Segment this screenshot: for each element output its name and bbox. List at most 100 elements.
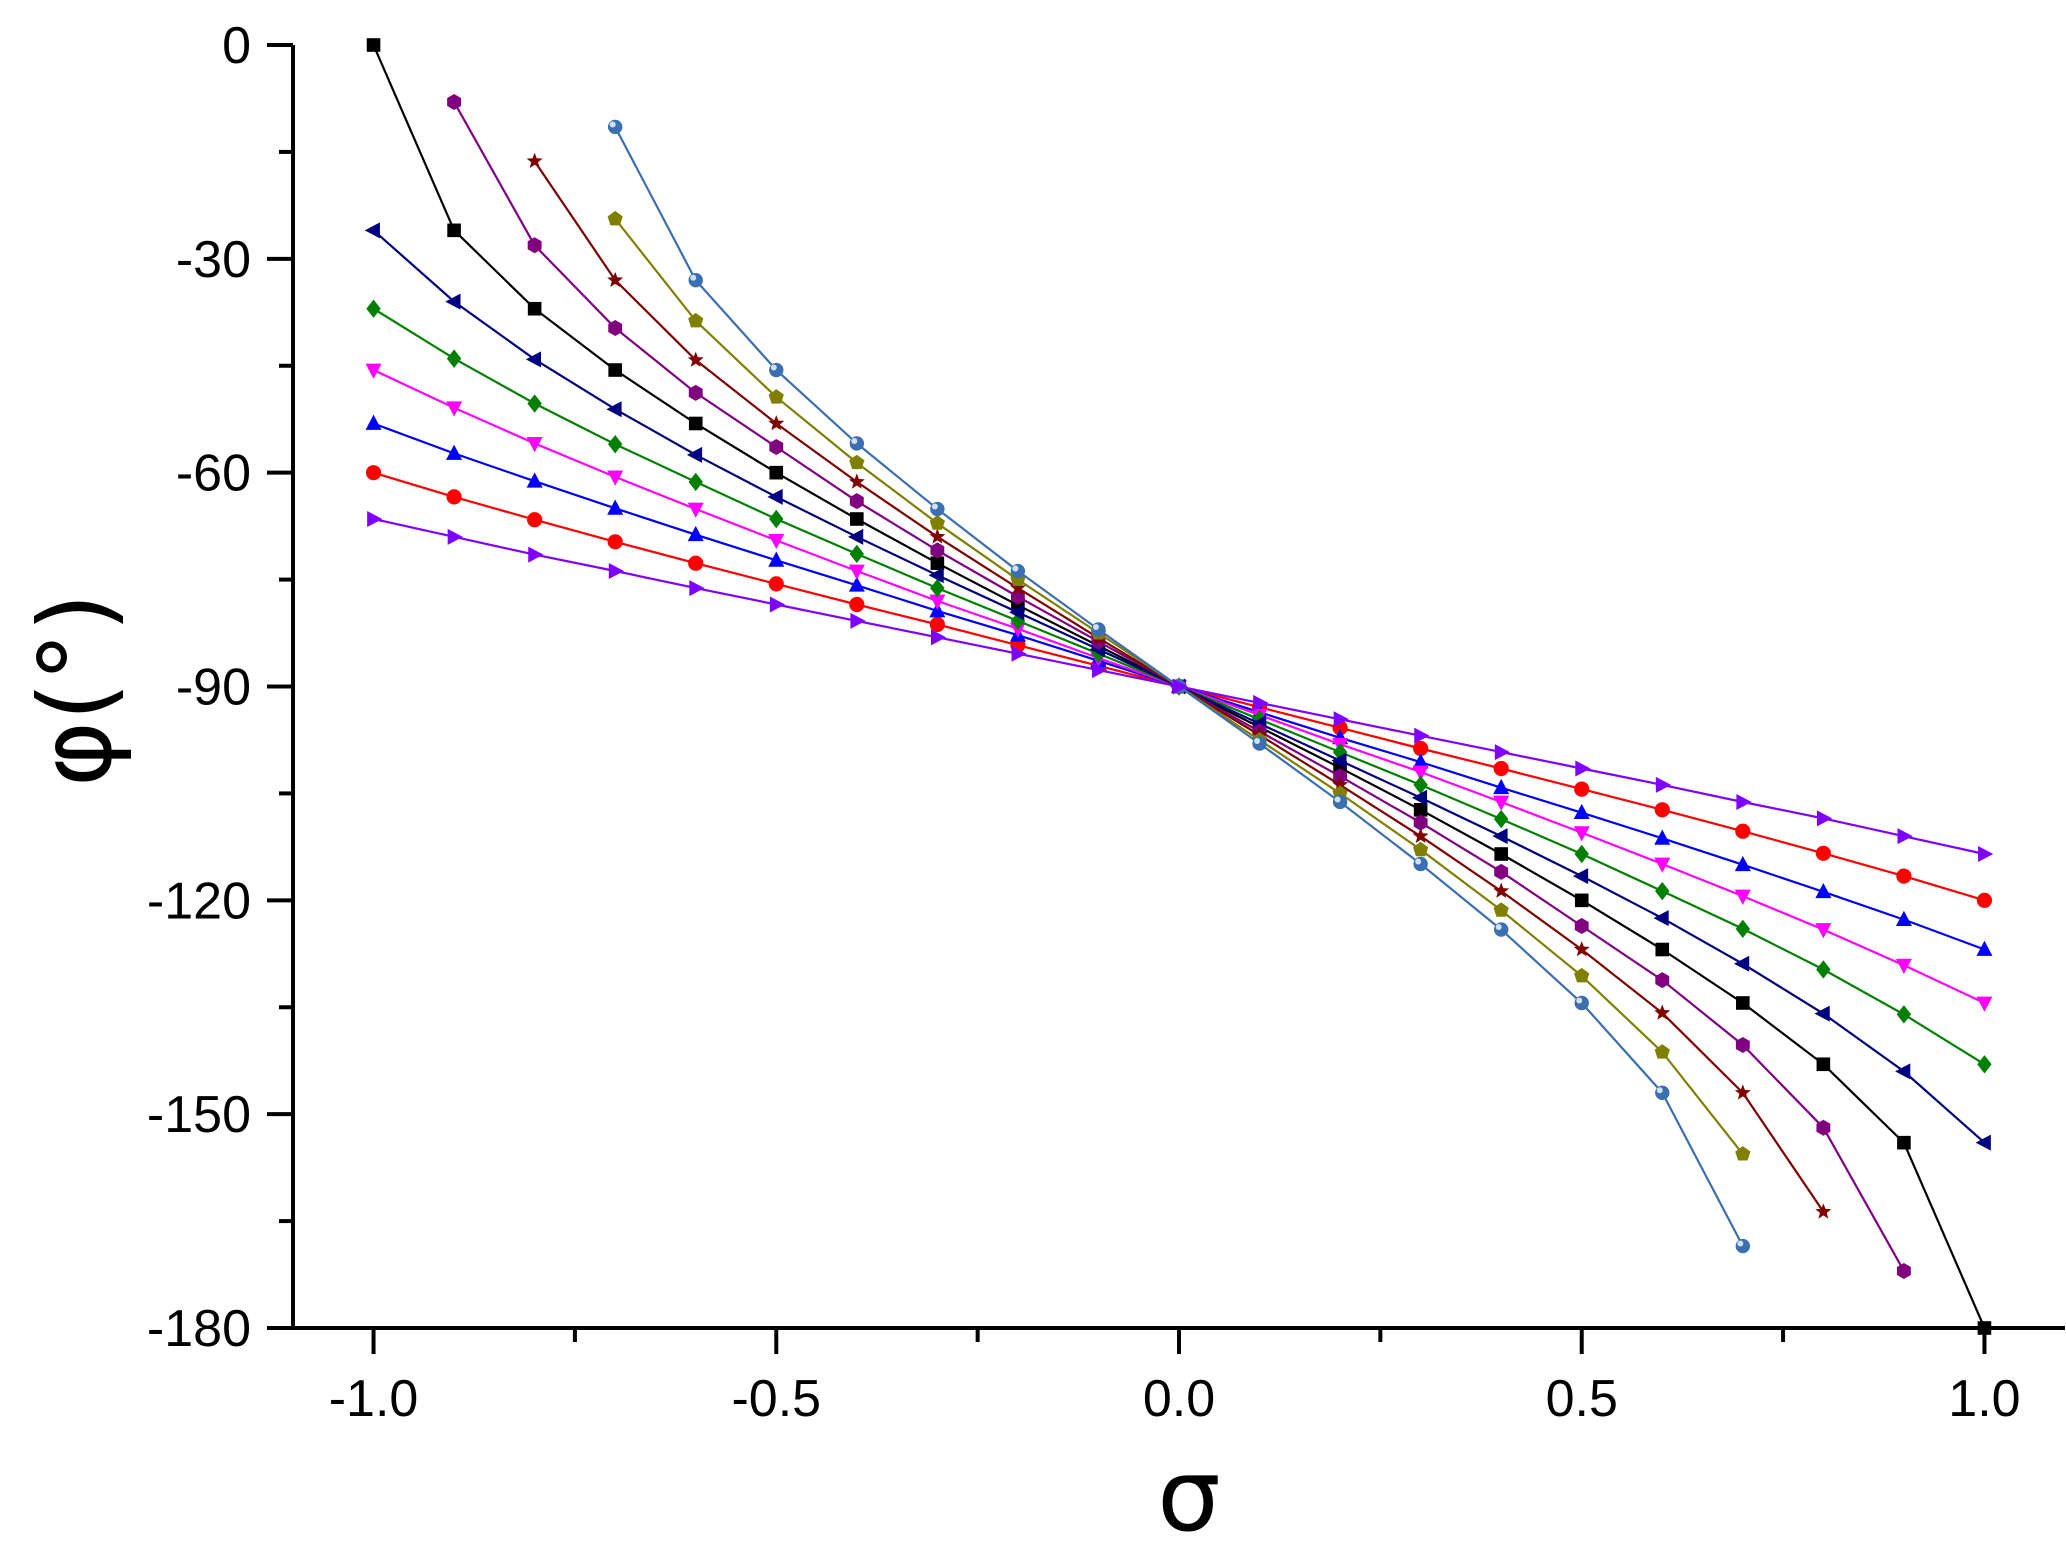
data-point xyxy=(688,416,703,431)
data-point xyxy=(1654,802,1670,818)
data-point xyxy=(1412,753,1429,769)
data-point-highlight xyxy=(1737,1240,1744,1247)
data-point xyxy=(768,415,785,431)
data-point xyxy=(1976,940,1993,956)
data-point xyxy=(930,629,947,646)
data-point xyxy=(686,446,703,463)
data-point xyxy=(1816,1057,1831,1072)
data-point xyxy=(1492,828,1508,845)
data-point xyxy=(1735,919,1751,939)
y-tick-label: -30 xyxy=(176,231,251,289)
data-point xyxy=(769,465,784,480)
data-point xyxy=(1978,846,1994,863)
data-point xyxy=(527,237,542,254)
data-point xyxy=(1493,922,1509,937)
series-layer xyxy=(364,38,1994,1335)
data-point xyxy=(1735,1037,1750,1054)
data-point xyxy=(687,525,704,542)
data-point xyxy=(1412,827,1429,843)
data-point xyxy=(1736,793,1752,810)
y-ticks: 0 -30 -60 -90 -120 -150 -180 xyxy=(147,17,293,1358)
y-tick-label: -120 xyxy=(147,872,251,930)
data-point xyxy=(1655,1085,1670,1100)
data-point xyxy=(445,293,461,310)
data-point xyxy=(1574,781,1590,797)
data-point xyxy=(606,401,622,418)
data-point xyxy=(848,528,864,545)
data-point xyxy=(1897,828,1913,845)
data-point xyxy=(1815,845,1831,861)
data-point xyxy=(528,546,544,563)
data-point xyxy=(1734,855,1751,872)
data-point xyxy=(1654,1044,1670,1059)
data-point xyxy=(607,434,623,454)
data-point xyxy=(768,533,785,550)
data-point xyxy=(688,472,703,492)
data-point xyxy=(769,596,786,613)
data-point xyxy=(446,444,463,460)
data-point xyxy=(930,501,945,517)
data-point xyxy=(1653,910,1669,927)
data-point xyxy=(1573,826,1590,842)
data-point xyxy=(1895,1063,1911,1080)
data-point xyxy=(1976,892,1993,908)
data-point xyxy=(1814,1005,1830,1022)
data-point xyxy=(1091,622,1106,637)
data-point xyxy=(608,563,624,580)
data-point xyxy=(607,271,624,288)
data-point xyxy=(1494,744,1510,761)
data-point xyxy=(607,534,623,550)
data-point xyxy=(447,94,462,111)
data-point xyxy=(1009,579,1026,595)
data-point xyxy=(1655,776,1672,793)
data-point xyxy=(1493,778,1510,795)
data-point xyxy=(849,596,865,613)
data-point xyxy=(848,473,865,489)
data-point xyxy=(769,439,784,456)
data-point xyxy=(1253,694,1269,711)
data-point xyxy=(768,551,785,567)
data-point xyxy=(687,351,704,367)
data-point xyxy=(365,414,382,430)
x-tick-label: -1.0 xyxy=(329,1370,419,1428)
data-point xyxy=(525,351,542,368)
data-point xyxy=(447,528,463,545)
data-point xyxy=(1011,645,1027,662)
axes-layer: -1.0 -0.5 0.0 0.5 1.0 0 -30 -60 -90 -120 -150 -180 xyxy=(147,17,2065,1428)
data-point-highlight xyxy=(770,364,777,371)
data-point xyxy=(1655,942,1670,957)
data-point xyxy=(366,299,381,318)
data-point xyxy=(1092,662,1108,679)
data-point xyxy=(688,312,704,328)
y-axis-title: φ(°) xyxy=(17,593,134,787)
data-point xyxy=(1815,1203,1832,1219)
data-point xyxy=(1494,863,1509,880)
data-point xyxy=(1010,611,1026,631)
data-point xyxy=(1493,902,1509,917)
data-point xyxy=(1493,882,1510,898)
data-point xyxy=(607,499,624,515)
data-point xyxy=(1896,868,1912,884)
data-point xyxy=(768,576,784,592)
data-point xyxy=(607,210,623,226)
data-point xyxy=(367,510,383,527)
data-point xyxy=(928,567,944,584)
y-tick-label: -180 xyxy=(147,1300,251,1358)
data-point xyxy=(364,222,380,239)
data-point-highlight xyxy=(851,437,858,444)
data-point xyxy=(929,515,945,530)
data-point xyxy=(1654,1004,1671,1020)
data-point xyxy=(1172,678,1188,695)
data-point xyxy=(1413,814,1428,831)
data-point xyxy=(526,152,543,168)
data-point xyxy=(1414,727,1430,744)
data-point xyxy=(365,363,382,379)
data-point-highlight xyxy=(1415,858,1422,865)
data-point xyxy=(1573,941,1590,957)
data-point xyxy=(527,301,542,316)
data-point xyxy=(850,512,864,526)
data-point xyxy=(1252,736,1267,751)
data-point xyxy=(929,594,946,610)
data-point xyxy=(769,509,784,529)
